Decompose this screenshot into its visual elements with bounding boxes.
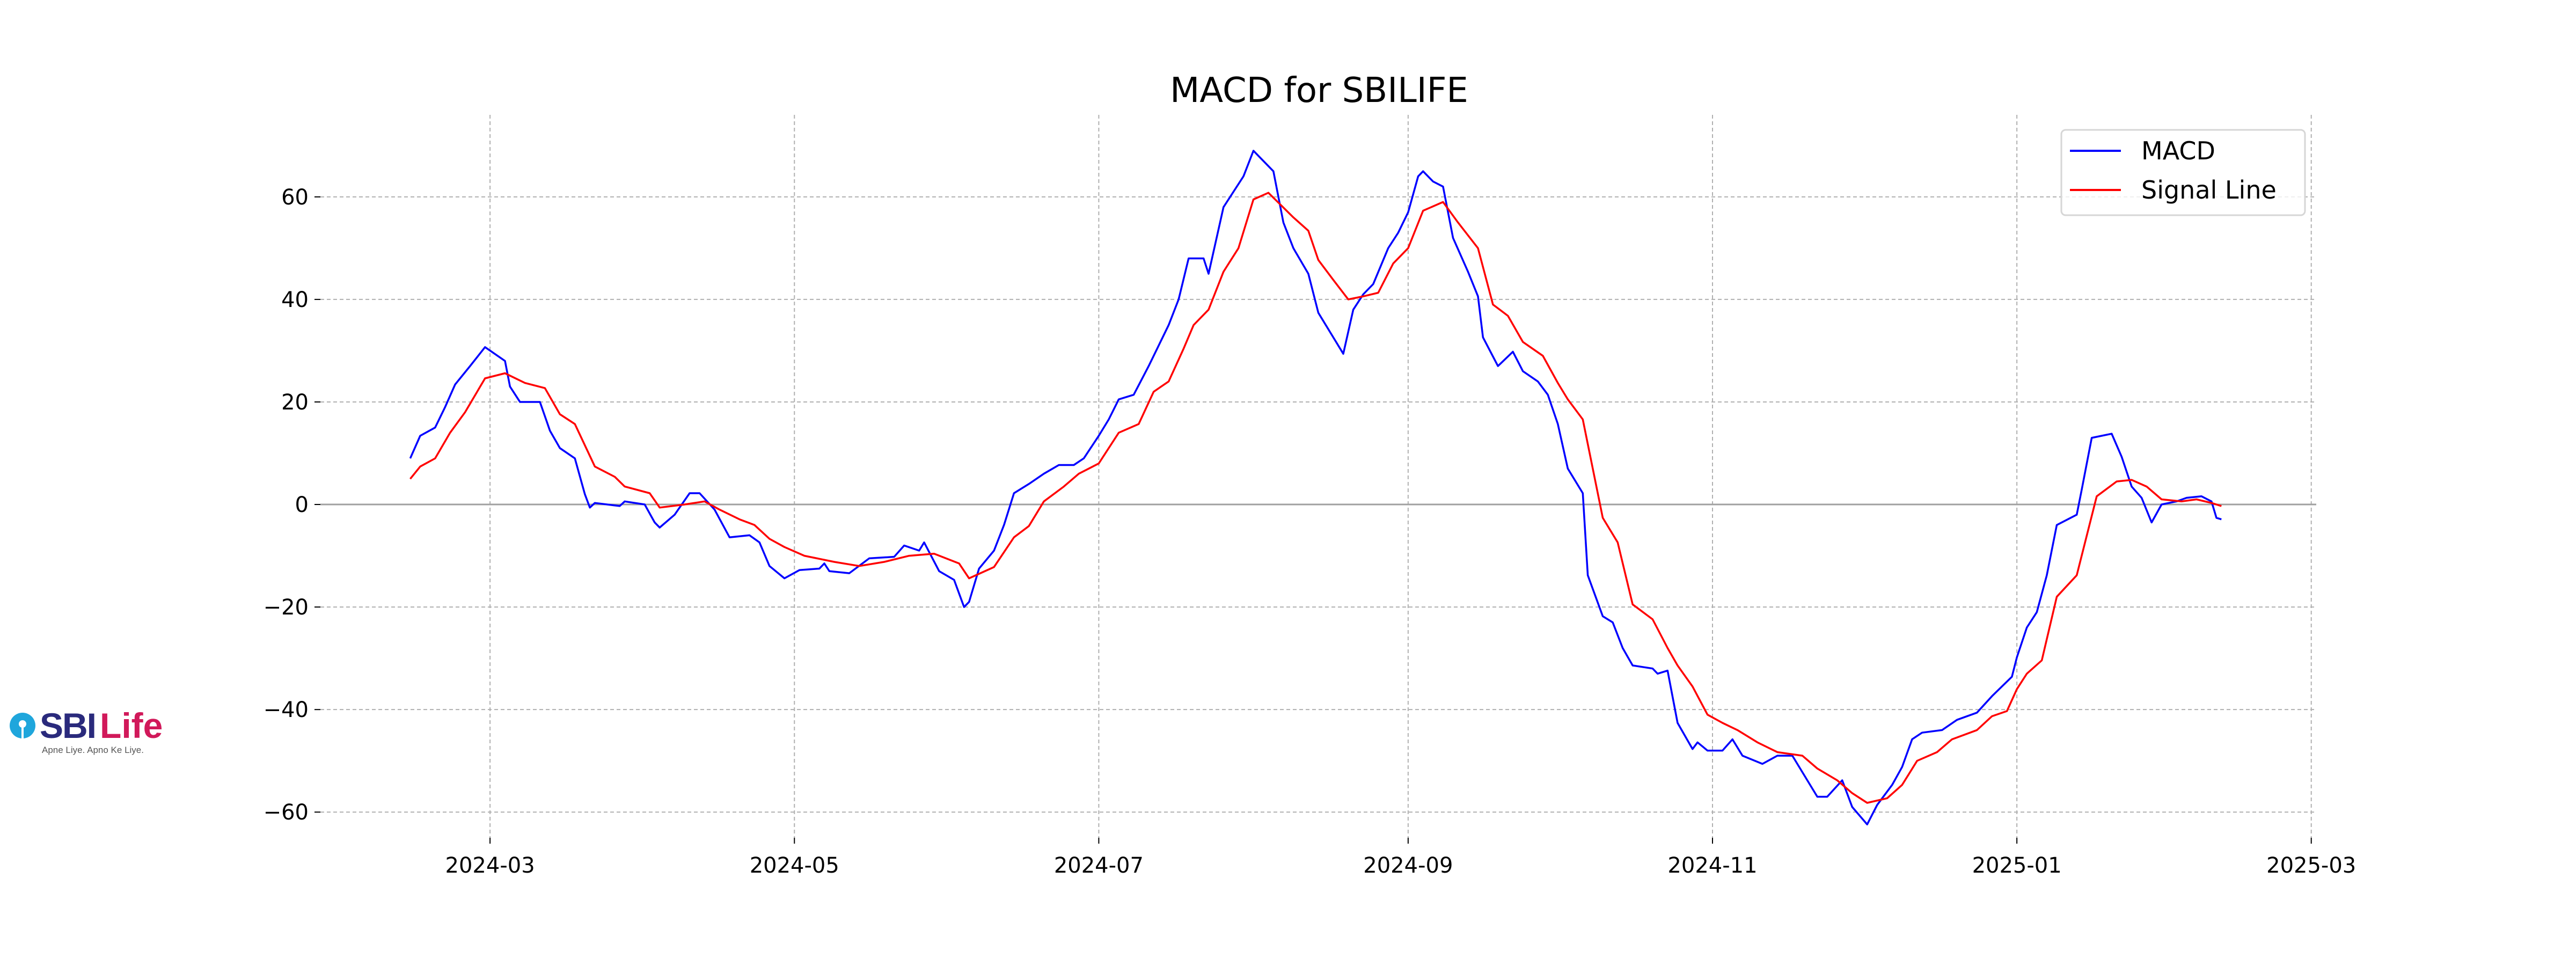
y-tick-label: −20 bbox=[264, 595, 309, 620]
grid bbox=[320, 115, 2316, 838]
y-tick-label: −60 bbox=[264, 800, 309, 825]
logo-brand-sbi: SBI bbox=[40, 706, 97, 745]
series-lines bbox=[409, 150, 2222, 825]
chart-title: MACD for SBILIFE bbox=[1170, 71, 1468, 111]
macd-line bbox=[409, 150, 2222, 825]
y-tick-label: 20 bbox=[281, 390, 309, 415]
x-tick-label: 2024-09 bbox=[1363, 853, 1453, 878]
signal-line bbox=[409, 192, 2222, 804]
y-tick-label: 60 bbox=[281, 185, 309, 210]
sbi-keyhole-icon bbox=[10, 713, 35, 738]
sbi-life-logo: SBI Life Apne Liye. Apno Ke Liye. bbox=[10, 706, 165, 761]
x-tick-label: 2024-05 bbox=[750, 853, 839, 878]
legend: MACD Signal Line bbox=[2060, 129, 2306, 216]
logo-brand-life: Life bbox=[100, 706, 163, 745]
y-tick-label: −40 bbox=[264, 698, 309, 722]
legend-label-signal: Signal Line bbox=[2141, 175, 2277, 204]
logo-tagline: Apne Liye. Apno Ke Liye. bbox=[42, 745, 144, 755]
x-tick-label: 2024-07 bbox=[1054, 853, 1144, 878]
legend-label-macd: MACD bbox=[2141, 136, 2215, 165]
x-tick-label: 2024-03 bbox=[445, 853, 535, 878]
x-tick-label: 2025-03 bbox=[2266, 853, 2356, 878]
x-tick-label: 2024-11 bbox=[1667, 853, 1757, 878]
axis-ticks: 2024-03 2024-05 2024-07 2024-09 2024-11 2025-… bbox=[264, 185, 2357, 878]
y-tick-label: 0 bbox=[295, 493, 309, 517]
x-tick-label: 2025-01 bbox=[1972, 853, 2062, 878]
y-tick-label: 40 bbox=[281, 288, 309, 312]
legend-frame bbox=[2060, 129, 2306, 216]
